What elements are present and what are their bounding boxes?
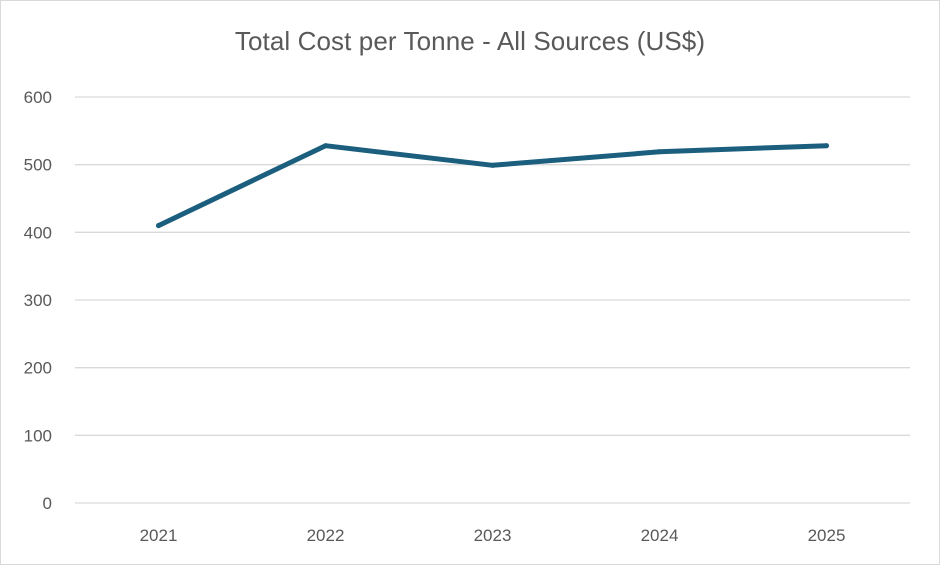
data-point-2023: [490, 162, 495, 168]
y-tick-label-300: 300: [24, 291, 52, 310]
data-point-2024: [657, 149, 662, 155]
y-tick-label-200: 200: [24, 359, 52, 378]
y-tick-label-500: 500: [24, 156, 52, 175]
data-point-2025: [824, 143, 829, 149]
y-tick-label-100: 100: [24, 426, 52, 445]
x-tick-label-2023: 2023: [474, 526, 512, 545]
y-tick-label-0: 0: [43, 494, 52, 513]
data-point-2022: [323, 143, 328, 149]
series-line-0: [156, 143, 829, 229]
x-tick-label-2022: 2022: [307, 526, 345, 545]
x-tick-label-2025: 2025: [808, 526, 846, 545]
y-tick-label-600: 600: [24, 88, 52, 107]
y-tick-label-400: 400: [24, 223, 52, 242]
chart-title: Total Cost per Tonne - All Sources (US$): [234, 26, 706, 56]
data-point-2021: [156, 223, 161, 229]
x-tick-label-2024: 2024: [641, 526, 679, 545]
x-tick-label-2021: 2021: [140, 526, 178, 545]
